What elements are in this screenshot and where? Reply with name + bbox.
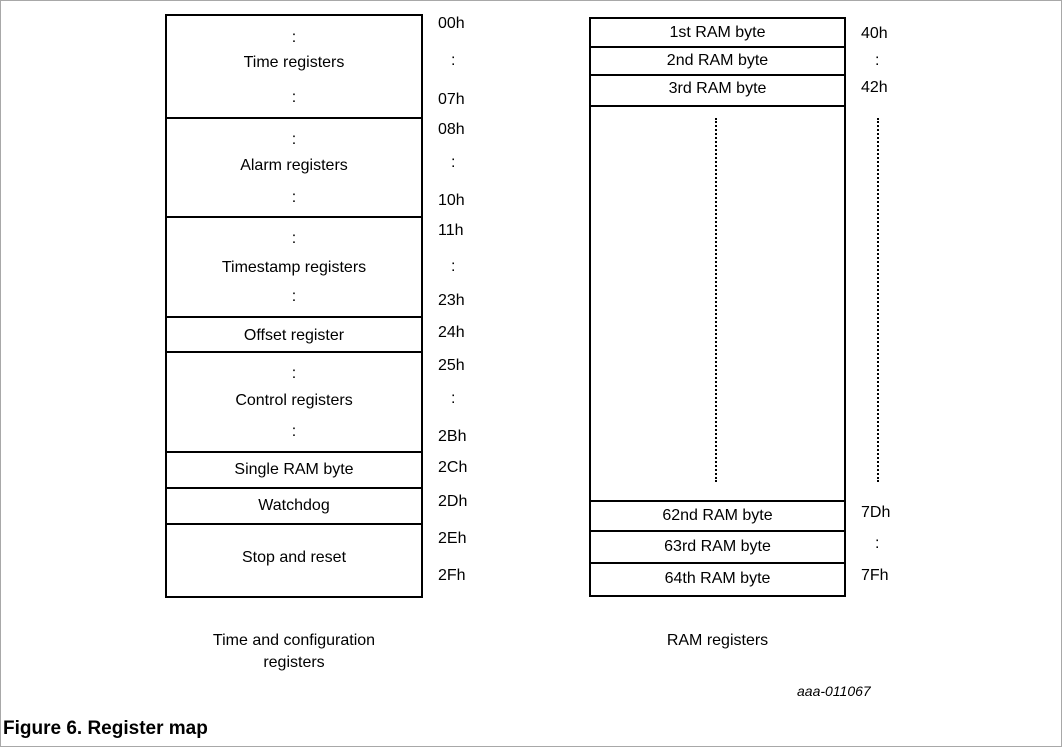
- address-24h: 24h: [438, 324, 465, 341]
- address-2Ch: 2Ch: [438, 459, 468, 476]
- left-map-caption: Time and configuration registers: [165, 630, 423, 674]
- right-map-caption: RAM registers: [666, 632, 769, 649]
- ram-ellipsis-line: [715, 118, 717, 482]
- single-ram-byte-cell: Single RAM byte: [167, 453, 421, 489]
- address-42h: 42h: [861, 79, 888, 96]
- figure-id: aaa-011067: [797, 683, 871, 699]
- watchdog-cell: Watchdog: [167, 489, 421, 525]
- address-7Dh: 7Dh: [861, 504, 891, 521]
- ram-row-3rd: 3rd RAM byte: [591, 76, 844, 107]
- address-08h: 08h: [438, 121, 465, 138]
- address-40h: 40h: [861, 25, 888, 42]
- left-caption-line-1: Time and configuration: [212, 632, 376, 649]
- timestamp-registers-bottom-mark: :: [291, 288, 297, 305]
- ram-row-63rd-label: 63rd RAM byte: [664, 538, 771, 555]
- address-7E-mid: :: [875, 535, 880, 552]
- alarm-registers-top-mark: :: [291, 131, 297, 148]
- left-caption-line-2: registers: [263, 654, 325, 671]
- stop-and-reset-label: Stop and reset: [241, 549, 347, 566]
- timestamp-registers-label: Timestamp registers: [221, 259, 367, 276]
- ram-row-64th: 64th RAM byte: [591, 564, 844, 595]
- ram-row-1st: 1st RAM byte: [591, 19, 844, 48]
- control-registers-label: Control registers: [235, 392, 353, 409]
- address-time-mid: :: [451, 52, 456, 69]
- address-2Bh: 2Bh: [438, 428, 467, 445]
- address-07h: 07h: [438, 91, 465, 108]
- time-registers-label: Time registers: [243, 54, 345, 71]
- address-10h: 10h: [438, 192, 465, 209]
- address-timestamp-mid: :: [451, 258, 456, 275]
- ram-row-62nd: 62nd RAM byte: [591, 502, 844, 532]
- watchdog-label: Watchdog: [258, 497, 330, 514]
- address-2Dh: 2Dh: [438, 493, 468, 510]
- address-7Fh: 7Fh: [861, 567, 889, 584]
- ram-row-62nd-label: 62nd RAM byte: [662, 507, 773, 524]
- timestamp-registers-cell: : Timestamp registers :: [167, 218, 421, 318]
- ram-register-block: 1st RAM byte 2nd RAM byte 3rd RAM byte 6…: [589, 17, 846, 597]
- time-registers-top-mark: :: [291, 29, 297, 46]
- ram-address-ellipsis-line: [877, 118, 879, 482]
- address-00h: 00h: [438, 15, 465, 32]
- address-41-mid: :: [875, 52, 880, 69]
- alarm-registers-bottom-mark: :: [291, 189, 297, 206]
- control-registers-bottom-mark: :: [291, 423, 297, 440]
- address-alarm-mid: :: [451, 154, 456, 171]
- stop-and-reset-cell: Stop and reset: [167, 525, 421, 596]
- single-ram-byte-label: Single RAM byte: [234, 461, 354, 478]
- address-25h: 25h: [438, 357, 465, 374]
- offset-register-cell: Offset register: [167, 318, 421, 353]
- time-config-register-block: : Time registers : : Alarm registers : :…: [165, 14, 423, 598]
- address-23h: 23h: [438, 292, 465, 309]
- address-2Eh: 2Eh: [438, 530, 467, 547]
- alarm-registers-label: Alarm registers: [240, 157, 348, 174]
- time-registers-cell: : Time registers :: [167, 16, 421, 119]
- ram-row-64th-label: 64th RAM byte: [664, 570, 771, 587]
- ram-row-3rd-label: 3rd RAM byte: [668, 80, 767, 97]
- address-11h: 11h: [438, 222, 464, 239]
- control-registers-top-mark: :: [291, 365, 297, 382]
- ram-gap-region: [591, 107, 844, 502]
- control-registers-cell: : Control registers :: [167, 353, 421, 453]
- ram-row-2nd: 2nd RAM byte: [591, 48, 844, 76]
- ram-row-2nd-label: 2nd RAM byte: [666, 52, 769, 69]
- ram-row-1st-label: 1st RAM byte: [669, 24, 766, 41]
- timestamp-registers-top-mark: :: [291, 230, 297, 247]
- ram-row-63rd: 63rd RAM byte: [591, 532, 844, 564]
- figure-title: Figure 6. Register map: [3, 718, 208, 739]
- alarm-registers-cell: : Alarm registers :: [167, 119, 421, 218]
- address-2Fh: 2Fh: [438, 567, 466, 584]
- offset-register-label: Offset register: [243, 327, 345, 344]
- address-control-mid: :: [451, 390, 456, 407]
- time-registers-bottom-mark: :: [291, 89, 297, 106]
